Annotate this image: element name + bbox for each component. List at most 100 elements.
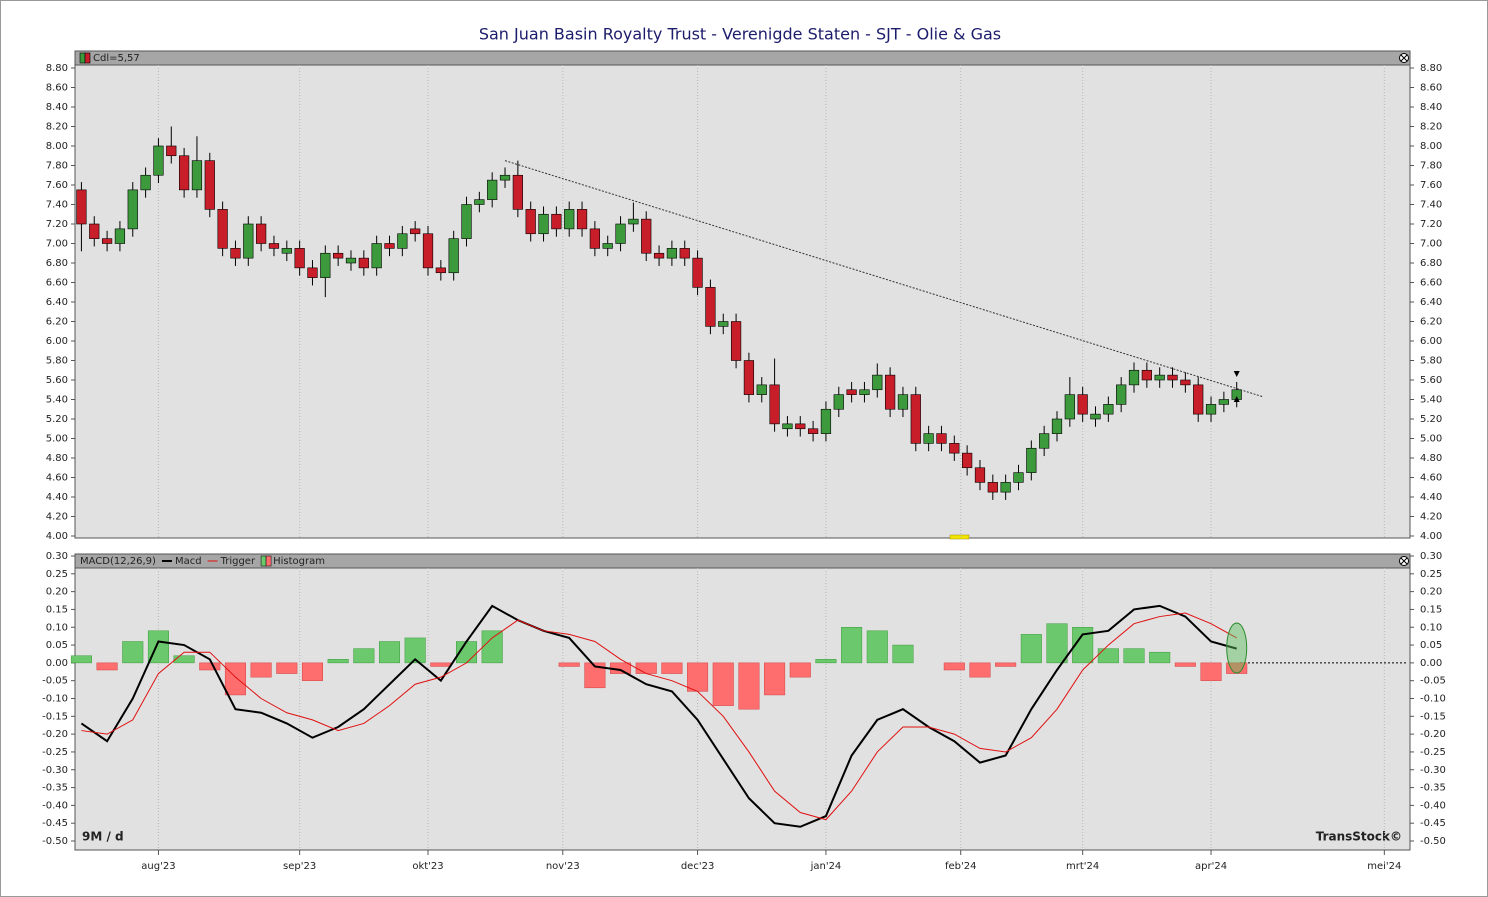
candle-body — [256, 223, 267, 244]
candle-body — [397, 233, 408, 249]
legend-swatch-up — [79, 52, 86, 64]
x-tick-label: dec'23 — [681, 861, 714, 872]
y-tick-label-right: 7.20 — [1420, 219, 1442, 230]
candle-body — [910, 394, 921, 444]
candle-body — [1026, 447, 1037, 473]
y-tick-label: 0.10 — [46, 622, 68, 633]
candle-body — [1167, 374, 1178, 381]
y-tick-label-right: 7.80 — [1420, 161, 1442, 172]
y-tick-label-right: -0.50 — [1420, 836, 1446, 847]
y-tick-label-right: 0.15 — [1420, 604, 1442, 615]
histogram-bar — [327, 659, 349, 664]
histogram-bar — [301, 662, 323, 681]
candle-body — [897, 394, 909, 410]
y-tick-label: 4.80 — [46, 453, 68, 464]
y-tick-label: -0.20 — [42, 729, 68, 740]
histogram-bar — [943, 662, 965, 671]
candle-body — [782, 423, 793, 430]
y-tick-label-right: -0.05 — [1420, 676, 1446, 687]
source-label: TransStock© — [1316, 830, 1402, 844]
candle-body — [127, 189, 138, 230]
y-tick-label: -0.45 — [42, 818, 68, 829]
histogram-bar — [1123, 648, 1145, 664]
histogram-bar — [687, 662, 709, 692]
y-tick-label-right: -0.15 — [1420, 711, 1446, 722]
candle-body — [795, 423, 806, 430]
x-tick-label: mrt'24 — [1066, 861, 1099, 872]
y-tick-label-right: 0.20 — [1420, 587, 1442, 598]
candle-body — [281, 248, 292, 254]
candle-body — [666, 248, 678, 259]
candle-body — [1064, 394, 1075, 420]
histogram-bar — [712, 662, 734, 706]
candle-body — [140, 174, 151, 191]
y-tick-label-right: 0.30 — [1420, 551, 1442, 562]
x-tick-label: apr'24 — [1195, 861, 1227, 872]
y-tick-label-right: 4.80 — [1420, 453, 1442, 464]
candle-body — [1154, 374, 1165, 381]
candle-body — [589, 228, 600, 249]
histogram-bar — [892, 644, 914, 664]
y-tick-label: 8.40 — [46, 102, 68, 113]
candle-body — [962, 452, 973, 469]
candle-body — [178, 155, 190, 191]
y-tick-label: 4.00 — [46, 531, 68, 542]
candle-body — [1205, 404, 1217, 415]
y-tick-label-right: 8.40 — [1420, 102, 1442, 113]
x-tick-label: aug'23 — [141, 861, 175, 872]
y-tick-label: 4.40 — [46, 492, 68, 503]
candle-body — [114, 228, 126, 244]
x-tick-label: okt'23 — [412, 861, 443, 872]
candle-body — [474, 199, 485, 205]
candle-body — [358, 257, 369, 269]
y-tick-label-right: 8.80 — [1420, 63, 1442, 74]
y-tick-label-right: -0.25 — [1420, 747, 1446, 758]
histogram-bar — [584, 662, 606, 689]
candle-body — [1013, 472, 1024, 483]
candle-body — [1193, 384, 1204, 415]
y-tick-label-right: -0.45 — [1420, 818, 1446, 829]
candle-body — [243, 223, 254, 259]
candle-body — [101, 238, 113, 244]
y-tick-label: 4.20 — [46, 512, 68, 523]
candle-body — [730, 321, 742, 361]
candle-body — [435, 267, 446, 274]
candle-body — [833, 394, 844, 410]
histogram-bar — [969, 662, 991, 678]
candle-body — [499, 174, 511, 181]
candle-body — [487, 179, 498, 200]
y-tick-label-right: 8.00 — [1420, 141, 1442, 152]
candle-body — [718, 321, 729, 327]
histogram-bar — [866, 630, 888, 664]
candle-body — [166, 145, 177, 157]
y-tick-label-right: 4.40 — [1420, 492, 1442, 503]
legend-label: Trigger — [220, 556, 256, 567]
y-tick-label: 5.00 — [46, 434, 68, 445]
histogram-bar — [841, 627, 863, 664]
candle-body — [410, 228, 421, 235]
y-tick-label: 7.60 — [46, 180, 68, 191]
histogram-bar — [1097, 648, 1119, 664]
candle-body — [268, 243, 280, 249]
y-tick-label: -0.05 — [42, 676, 68, 687]
close-icon — [1400, 557, 1408, 565]
histogram-bar — [1174, 662, 1196, 667]
histogram-bar — [96, 662, 118, 671]
histogram-bar — [250, 662, 272, 678]
x-tick-label: jan'24 — [810, 861, 842, 872]
histogram-bar — [404, 637, 426, 664]
histogram-bar — [353, 648, 375, 664]
y-tick-label: 7.20 — [46, 219, 68, 230]
candle-body — [807, 428, 819, 434]
y-tick-label-right: 0.10 — [1420, 622, 1442, 633]
legend-swatch — [265, 555, 272, 567]
candle-body — [217, 209, 228, 249]
price-panel — [74, 50, 1411, 539]
histogram-bar — [1046, 623, 1068, 664]
macd-panel-header — [74, 553, 1411, 569]
y-tick-label-right: 5.80 — [1420, 356, 1442, 367]
candle-body — [448, 238, 459, 274]
y-tick-label: 7.80 — [46, 161, 68, 172]
x-tick-label: mei'24 — [1367, 861, 1401, 872]
